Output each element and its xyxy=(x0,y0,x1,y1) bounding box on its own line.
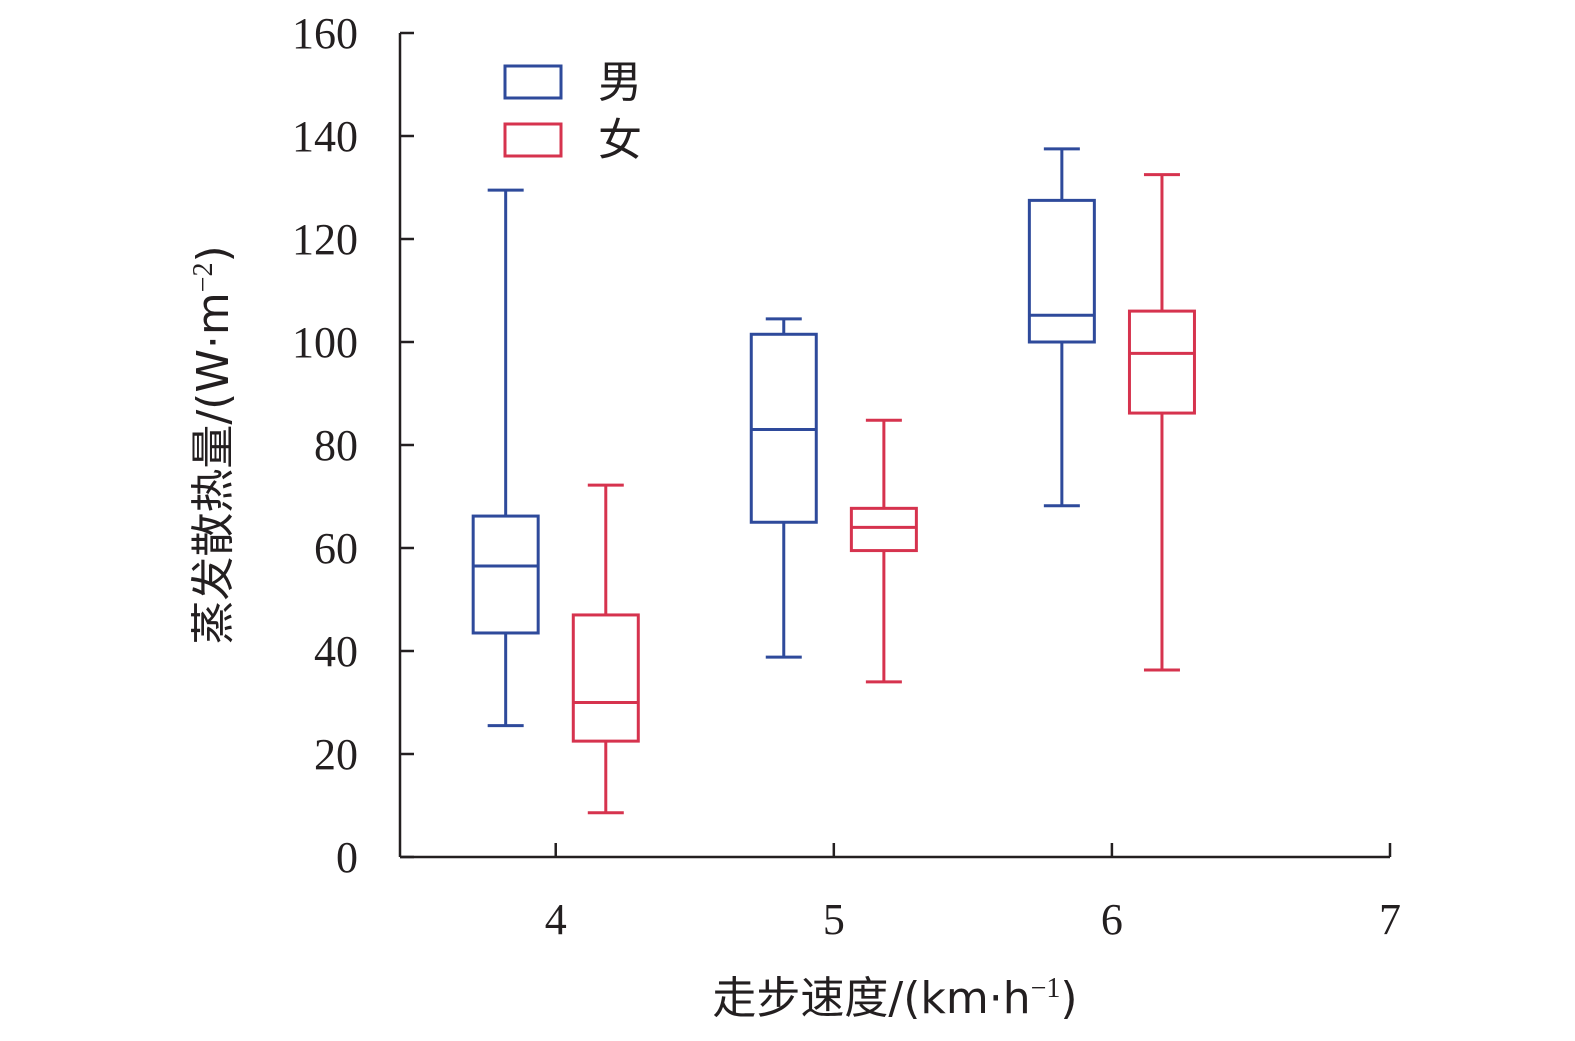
y-axis-title: 蒸发散热量/(W·m−2) xyxy=(188,245,239,644)
x-tick-label: 4 xyxy=(545,895,567,944)
x-tick-label: 7 xyxy=(1379,895,1401,944)
box-series-2 xyxy=(1127,173,1196,672)
x-axis-title-exponent: −1 xyxy=(1031,973,1061,1004)
box-series-1 xyxy=(471,188,540,728)
y-tick-label: 160 xyxy=(292,9,358,58)
y-tick-label: 40 xyxy=(314,627,358,676)
iqr-box xyxy=(471,514,540,635)
iqr-box xyxy=(1027,198,1096,344)
plot-area xyxy=(471,147,1196,815)
y-tick-label: 120 xyxy=(292,215,358,264)
y-axis-title-close: ) xyxy=(188,245,239,262)
y-axis-title-exponent: −2 xyxy=(188,263,219,293)
legend-label: 男 xyxy=(598,57,642,108)
y-tick-label: 60 xyxy=(314,524,358,573)
box-series-2 xyxy=(849,418,918,684)
y-tick-label: 20 xyxy=(314,730,358,779)
x-tick-label: 6 xyxy=(1101,895,1123,944)
legend-swatch xyxy=(503,64,563,100)
box-series-1 xyxy=(749,317,818,659)
legend-swatch xyxy=(503,122,563,158)
box-series-2 xyxy=(571,483,640,815)
iqr-box xyxy=(1127,309,1196,415)
x-axis-title: 走步速度/(km·h−1) xyxy=(712,973,1077,1024)
iqr-box xyxy=(849,506,918,553)
x-axis-title-main: 走步速度/(km·h xyxy=(712,973,1030,1024)
x-axis-title-close: ) xyxy=(1060,973,1077,1024)
y-tick-label: 100 xyxy=(292,318,358,367)
y-axis-title-main: 蒸发散热量/(W·m xyxy=(188,292,239,644)
box-series-1 xyxy=(1027,147,1096,508)
y-tick-label: 80 xyxy=(314,421,358,470)
y-tick-label: 140 xyxy=(292,112,358,161)
legend-label: 女 xyxy=(598,115,642,166)
x-tick-label: 5 xyxy=(823,895,845,944)
iqr-box xyxy=(571,613,640,743)
legend: 男女 xyxy=(503,57,642,166)
y-tick-label: 0 xyxy=(336,833,358,882)
axes: 0 20 40 60 80 100 120 140 160 4 5 6 7 xyxy=(292,9,1401,944)
